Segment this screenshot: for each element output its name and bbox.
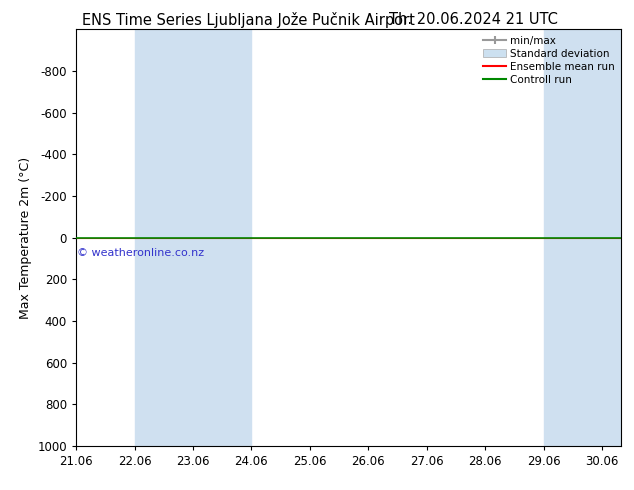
Bar xyxy=(134,29,193,446)
Y-axis label: Max Temperature 2m (°C): Max Temperature 2m (°C) xyxy=(19,157,32,318)
Bar xyxy=(193,29,252,446)
Text: Th. 20.06.2024 21 UTC: Th. 20.06.2024 21 UTC xyxy=(389,12,558,27)
Legend: min/max, Standard deviation, Ensemble mean run, Controll run: min/max, Standard deviation, Ensemble me… xyxy=(479,31,619,89)
Bar xyxy=(602,29,621,446)
Bar xyxy=(543,29,602,446)
Text: © weatheronline.co.nz: © weatheronline.co.nz xyxy=(77,248,204,258)
Text: ENS Time Series Ljubljana Jože Pučnik Airport: ENS Time Series Ljubljana Jože Pučnik Ai… xyxy=(82,12,415,28)
